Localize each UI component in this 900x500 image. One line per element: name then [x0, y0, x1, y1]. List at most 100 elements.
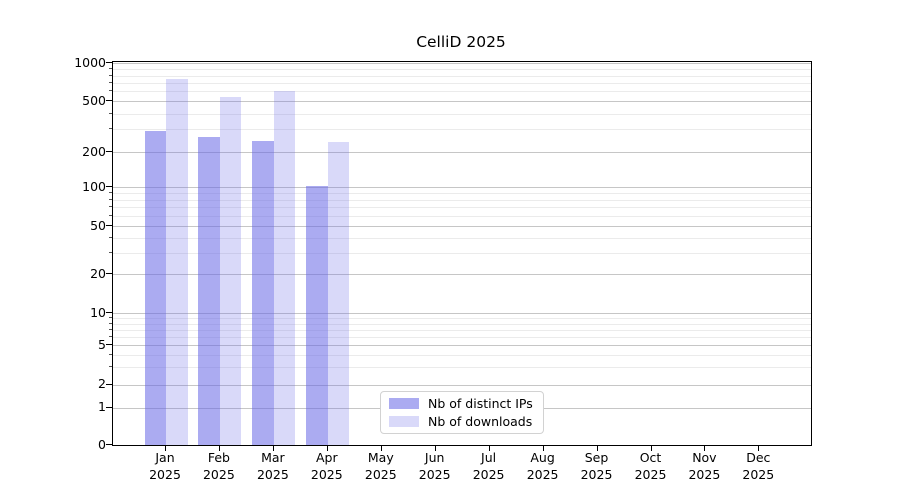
x-tick-label-oct: Oct 2025 [619, 450, 683, 483]
y-tick-label-5: 5 [98, 337, 106, 353]
y-tick-20 [106, 273, 112, 275]
y-tick-label-100: 100 [82, 179, 106, 195]
x-label-year: 2025 [526, 466, 559, 482]
x-label-month: Jun [424, 450, 445, 465]
y-minortick-40 [109, 236, 112, 238]
bar-distinct-ips-apr [306, 185, 328, 445]
x-label-month: Oct [639, 450, 662, 465]
legend-swatch-distinct-ips [389, 398, 419, 409]
y-minortick-60 [109, 214, 112, 216]
x-label-year: 2025 [418, 466, 451, 482]
x-tick-sep [596, 445, 598, 451]
y-tick-1000 [106, 62, 112, 64]
bar-distinct-ips-feb [198, 137, 220, 445]
y-minortick-700 [109, 81, 112, 83]
x-tick-label-dec: Dec 2025 [726, 450, 790, 483]
bar-downloads-apr [327, 141, 350, 445]
x-label-month: Aug [530, 450, 555, 465]
y-tick-label-10: 10 [90, 305, 106, 321]
y-tick-1 [106, 406, 112, 408]
gridline-major-5 [113, 345, 811, 347]
x-tick-label-apr: Apr 2025 [295, 450, 359, 483]
gridline-major-50 [113, 225, 811, 227]
x-tick-feb [218, 445, 220, 451]
y-minortick-70 [109, 206, 112, 208]
y-minortick-900 [109, 68, 112, 69]
x-label-month: May [367, 450, 394, 465]
y-tick-10 [106, 312, 112, 314]
legend-label-downloads: Nb of downloads [428, 414, 533, 429]
gridline-major-1000 [113, 63, 811, 65]
x-label-year: 2025 [310, 466, 343, 482]
gridline-minor-6 [113, 337, 811, 338]
x-tick-nov [704, 445, 706, 451]
x-tick-dec [758, 445, 760, 451]
x-label-month: Feb [207, 450, 230, 465]
y-tick-label-500: 500 [82, 93, 106, 109]
x-tick-label-feb: Feb 2025 [187, 450, 251, 483]
gridline-minor-3 [113, 367, 811, 369]
gridline-major-200 [113, 151, 811, 153]
x-label-year: 2025 [472, 466, 505, 482]
y-tick-label-200: 200 [82, 143, 106, 159]
gridline-minor-40 [113, 237, 811, 239]
x-label-month: Mar [261, 450, 285, 465]
x-tick-jul [488, 445, 490, 451]
y-tick-200 [106, 150, 112, 152]
gridline-minor-90 [113, 193, 811, 195]
y-minortick-4 [109, 353, 112, 355]
gridline-minor-8 [113, 323, 811, 325]
legend-item-downloads: Nb of downloads [389, 414, 543, 429]
gridline-minor-9 [113, 318, 811, 320]
bar-distinct-ips-mar [252, 140, 274, 445]
gridline-major-500 [113, 101, 811, 103]
gridline-minor-80 [113, 199, 811, 201]
y-minortick-6 [109, 336, 112, 337]
y-minortick-400 [109, 112, 112, 114]
x-label-month: Apr [315, 450, 338, 465]
y-minortick-600 [109, 90, 112, 92]
y-minortick-30 [109, 251, 112, 253]
gridline-minor-900 [113, 69, 811, 70]
legend-item-distinct-ips: Nb of distinct IPs [389, 396, 543, 411]
y-tick-500 [106, 100, 112, 102]
y-tick-100 [106, 186, 112, 188]
x-tick-jan [165, 445, 166, 451]
x-tick-oct [650, 445, 652, 451]
gridline-minor-4 [113, 354, 811, 356]
bar-downloads-mar [273, 90, 296, 445]
x-tick-may [380, 445, 382, 451]
x-label-year: 2025 [742, 466, 775, 482]
gridline-major-2 [113, 384, 811, 386]
x-label-month: Nov [692, 450, 717, 465]
x-tick-label-mar: Mar 2025 [241, 450, 305, 483]
legend: Nb of distinct IPs Nb of downloads [380, 391, 544, 434]
x-tick-apr [326, 445, 328, 451]
x-tick-aug [542, 445, 544, 451]
x-tick-label-jun: Jun 2025 [403, 450, 467, 483]
y-minortick-300 [109, 128, 112, 130]
y-tick-0 [106, 444, 112, 445]
x-tick-mar [272, 445, 274, 451]
x-tick-label-may: May 2025 [349, 450, 413, 483]
x-label-year: 2025 [149, 466, 181, 482]
x-label-year: 2025 [634, 466, 667, 482]
x-label-month: Sep [584, 450, 609, 465]
legend-label-distinct-ips: Nb of distinct IPs [428, 396, 533, 411]
gridline-minor-700 [113, 82, 811, 84]
x-tick-label-jul: Jul 2025 [457, 450, 521, 483]
x-label-month: Dec [746, 450, 771, 465]
gridline-major-20 [113, 274, 811, 276]
x-label-month: Jan [155, 450, 175, 465]
y-tick-2 [106, 383, 112, 385]
y-tick-label-50: 50 [90, 217, 106, 233]
gridline-minor-400 [113, 113, 811, 115]
y-minortick-80 [109, 198, 112, 200]
plot-area: Nb of distinct IPs Nb of downloads [112, 61, 812, 446]
y-minortick-7 [109, 328, 112, 330]
gridline-minor-30 [113, 252, 811, 254]
x-label-year: 2025 [256, 466, 289, 482]
x-tick-label-sep: Sep 2025 [565, 450, 629, 483]
gridline-minor-70 [113, 207, 811, 209]
gridline-minor-7 [113, 329, 811, 331]
